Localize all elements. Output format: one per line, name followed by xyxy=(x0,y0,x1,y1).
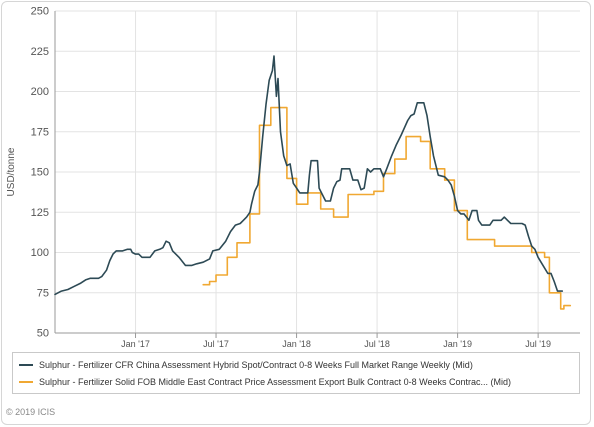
y-tick-label-50: 50 xyxy=(37,328,49,340)
legend: Sulphur - Fertilizer CFR China Assessmen… xyxy=(12,352,580,394)
series-line-0 xyxy=(54,55,564,296)
y-tick-label-75: 75 xyxy=(37,287,49,299)
x-tick-label-4: Jan '19 xyxy=(443,339,472,349)
y-tick-label-125: 125 xyxy=(31,207,49,219)
y-tick-label-100: 100 xyxy=(31,247,49,259)
legend-label-middle-east-fob: Sulphur - Fertilizer Solid FOB Middle Ea… xyxy=(39,377,511,387)
legend-item-middle-east-fob[interactable]: Sulphur - Fertilizer Solid FOB Middle Ea… xyxy=(19,374,511,390)
line-chart: 50 75 100 125 150 175 200 225 250 Jan '17 Jul '17 J… xyxy=(6,6,580,349)
legend-item-china-cfr[interactable]: Sulphur - Fertilizer CFR China Assessmen… xyxy=(19,357,473,373)
x-tick-label-0: Jan '17 xyxy=(121,339,150,349)
copyright-text: © 2019 ICIS xyxy=(6,407,56,417)
y-tick-label-175: 175 xyxy=(31,126,49,138)
legend-swatch-middle-east-fob xyxy=(19,381,33,383)
legend-label-china-cfr: Sulphur - Fertilizer CFR China Assessmen… xyxy=(39,360,473,370)
y-tick-label-150: 150 xyxy=(31,167,49,179)
y-axis-label: USD/tonne xyxy=(6,147,17,196)
x-tick-label-1: Jul '17 xyxy=(203,339,229,349)
x-tick-label-5: Jul '19 xyxy=(525,339,551,349)
x-tick-label-2: Jan '18 xyxy=(282,339,311,349)
y-tick-label-250: 250 xyxy=(31,6,49,18)
series-line-1 xyxy=(202,106,572,310)
y-tick-label-225: 225 xyxy=(31,46,49,58)
x-tick-label-3: Jul '18 xyxy=(364,339,390,349)
legend-swatch-china-cfr xyxy=(19,364,33,366)
y-tick-label-200: 200 xyxy=(31,86,49,98)
